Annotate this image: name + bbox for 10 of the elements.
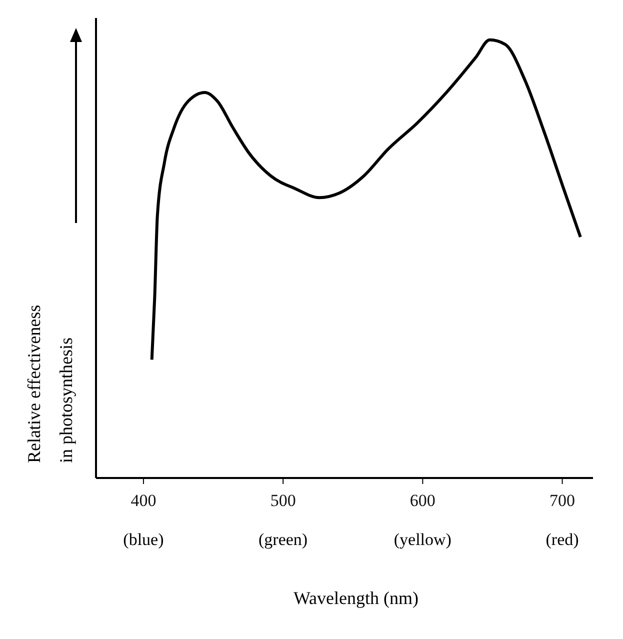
x-tick-label: 700 <box>550 491 576 510</box>
x-axis-title: Wavelength (nm) <box>292 588 420 609</box>
text: (green) <box>258 530 309 550</box>
x-tick-label: 600 <box>410 491 436 510</box>
x-tick-label: 500 <box>270 491 296 510</box>
text: (red) <box>544 530 580 550</box>
y-axis-title: Relative effectiveness in photosynthesis <box>23 304 77 463</box>
x-tick-label: 400 <box>130 491 156 510</box>
text: (yellow) <box>392 530 452 550</box>
text: (blue) <box>122 530 165 550</box>
